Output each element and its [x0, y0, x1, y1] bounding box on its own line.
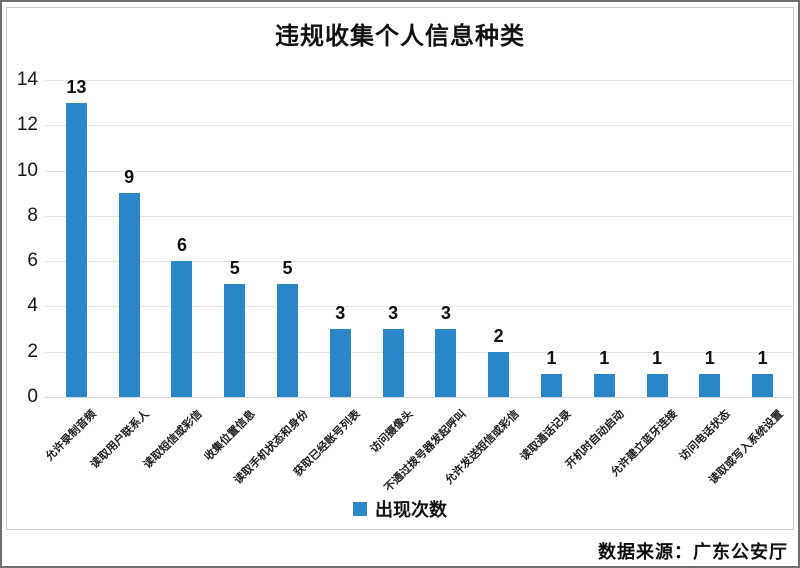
bar-value-label: 1: [652, 348, 663, 369]
bar-value-label: 5: [282, 257, 293, 278]
gridline: [44, 170, 793, 172]
bar-value-label: 3: [335, 303, 346, 324]
y-axis-tick: 8: [27, 204, 38, 226]
bar: [752, 374, 774, 397]
bar-value-label: 13: [66, 76, 87, 97]
chart-title: 违规收集个人信息种类: [275, 23, 525, 50]
bar: [699, 374, 721, 397]
bar-value-label: 1: [704, 348, 715, 369]
bar-value-label: 1: [546, 348, 557, 369]
gridline: [44, 351, 793, 353]
legend: 出现次数: [2, 496, 798, 522]
bar: [435, 329, 457, 397]
y-axis-tick: 6: [27, 250, 38, 272]
y-axis-tick: 0: [27, 386, 38, 407]
y-axis-tick: 10: [16, 159, 38, 181]
gridline: [44, 261, 793, 263]
bar: [329, 329, 351, 397]
bar-value-label: 9: [124, 167, 135, 188]
data-source-note: 数据来源：广东公安厅: [598, 542, 788, 562]
gridline: [44, 215, 793, 217]
bar: [382, 329, 404, 397]
y-axis-tick: 14: [16, 69, 38, 90]
bar: [65, 102, 87, 397]
gridline: [44, 125, 793, 127]
legend-marker-square-icon: [353, 502, 367, 516]
bar: [171, 261, 193, 397]
gridline: [44, 397, 793, 398]
y-axis-tick: 2: [27, 340, 38, 362]
bar-value-label: 1: [599, 348, 610, 369]
bar-value-label: 5: [229, 257, 240, 278]
y-axis-tick: 4: [27, 295, 38, 317]
legend-label: 出现次数: [375, 500, 447, 520]
bar-value-label: 1: [757, 348, 768, 369]
bar: [646, 374, 668, 397]
bar: [224, 283, 246, 397]
bar: [593, 374, 615, 397]
bar: [118, 193, 140, 397]
gridline: [44, 306, 793, 308]
bar: [488, 351, 510, 397]
gridline: [44, 80, 793, 81]
bar-value-label: 3: [440, 303, 451, 324]
bar-value-label: 6: [176, 235, 187, 256]
bar: [540, 374, 562, 397]
bar: [277, 283, 299, 397]
bar-value-label: 2: [493, 325, 504, 346]
y-axis-tick: 12: [16, 114, 38, 136]
bar-value-label: 3: [388, 303, 399, 324]
